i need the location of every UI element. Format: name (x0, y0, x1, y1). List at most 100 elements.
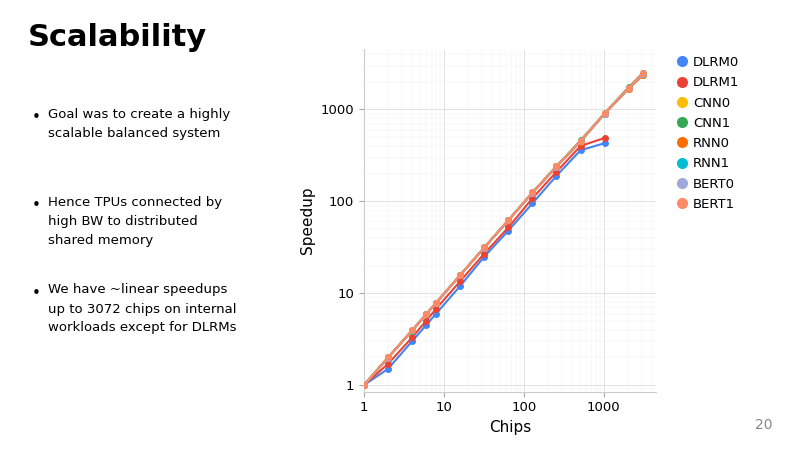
CNN1 (503, 217, 513, 223)
DLRM1 (407, 335, 417, 340)
RNN0 (479, 245, 489, 250)
CNN1 (600, 111, 610, 116)
RNN1 (528, 190, 538, 195)
Text: Hence TPUs connected by
high BW to distributed
shared memory: Hence TPUs connected by high BW to distr… (48, 196, 222, 247)
RNN0 (455, 273, 465, 278)
CNN0 (600, 111, 610, 117)
RNN0 (407, 328, 417, 333)
DLRM1 (552, 169, 562, 175)
BERT1 (479, 245, 489, 250)
Line: BERT0: BERT0 (362, 72, 646, 388)
BERT0 (479, 245, 489, 250)
CNN0 (552, 164, 562, 169)
CNN0 (359, 382, 369, 388)
BERT1 (528, 190, 538, 195)
DLRM1 (600, 135, 610, 141)
RNN1 (576, 139, 586, 144)
Text: •: • (32, 110, 41, 125)
RNN1 (359, 382, 369, 388)
DLRM0 (600, 140, 610, 146)
DLRM0 (383, 366, 393, 372)
BERT0 (528, 190, 538, 195)
BERT1 (638, 71, 647, 76)
BERT0 (600, 111, 610, 117)
CNN0 (383, 355, 393, 360)
Text: 20: 20 (754, 418, 772, 432)
BERT1 (383, 355, 393, 360)
RNN1 (503, 217, 513, 223)
CNN0 (479, 245, 489, 250)
BERT1 (624, 85, 634, 90)
RNN1 (479, 245, 489, 250)
CNN0 (576, 139, 586, 144)
RNN1 (383, 355, 393, 360)
BERT1 (503, 217, 513, 223)
CNN1 (359, 382, 369, 388)
CNN0 (422, 311, 431, 317)
DLRM0 (576, 148, 586, 153)
BERT0 (359, 382, 369, 388)
RNN1 (624, 85, 634, 90)
BERT1 (455, 272, 465, 278)
Line: BERT1: BERT1 (362, 71, 646, 388)
Text: Goal was to create a highly
scalable balanced system: Goal was to create a highly scalable bal… (48, 108, 230, 140)
DLRM1 (431, 306, 441, 311)
DLRM1 (479, 251, 489, 256)
CNN0 (407, 328, 417, 333)
X-axis label: Chips: Chips (489, 420, 531, 435)
Line: CNN1: CNN1 (362, 70, 646, 388)
RNN1 (431, 300, 441, 306)
CNN1 (422, 311, 431, 317)
RNN0 (503, 218, 513, 223)
Text: •: • (32, 286, 41, 301)
BERT0 (383, 355, 393, 360)
RNN1 (407, 328, 417, 333)
CNN0 (503, 218, 513, 223)
BERT0 (576, 139, 586, 144)
Text: We have ~linear speedups
up to 3072 chips on internal
workloads except for DLRMs: We have ~linear speedups up to 3072 chip… (48, 284, 237, 334)
DLRM0 (552, 173, 562, 179)
DLRM0 (503, 228, 513, 233)
BERT0 (455, 272, 465, 278)
CNN0 (455, 273, 465, 278)
DLRM1 (528, 196, 538, 201)
CNN1 (624, 85, 634, 90)
DLRM0 (479, 254, 489, 259)
BERT1 (422, 311, 431, 317)
RNN0 (383, 355, 393, 360)
RNN1 (422, 311, 431, 317)
CNN1 (383, 355, 393, 360)
CNN1 (407, 328, 417, 333)
CNN0 (528, 190, 538, 195)
RNN0 (431, 300, 441, 306)
DLRM1 (503, 225, 513, 230)
BERT0 (422, 311, 431, 317)
DLRM1 (422, 318, 431, 324)
CNN1 (576, 138, 586, 143)
CNN1 (455, 272, 465, 278)
RNN1 (455, 272, 465, 278)
CNN1 (528, 190, 538, 195)
BERT0 (624, 86, 634, 91)
Line: DLRM1: DLRM1 (362, 135, 607, 388)
RNN0 (422, 312, 431, 317)
RNN1 (552, 164, 562, 169)
CNN1 (552, 163, 562, 169)
RNN0 (359, 382, 369, 388)
BERT1 (576, 138, 586, 144)
BERT1 (407, 328, 417, 333)
BERT1 (359, 382, 369, 388)
RNN1 (600, 111, 610, 117)
RNN0 (638, 73, 647, 78)
DLRM0 (422, 322, 431, 328)
RNN0 (624, 86, 634, 91)
BERT0 (407, 328, 417, 333)
DLRM1 (359, 382, 369, 388)
BERT0 (552, 164, 562, 169)
CNN1 (479, 245, 489, 250)
BERT1 (431, 300, 441, 305)
DLRM0 (455, 283, 465, 288)
RNN0 (600, 111, 610, 117)
CNN0 (431, 300, 441, 305)
RNN0 (576, 139, 586, 144)
